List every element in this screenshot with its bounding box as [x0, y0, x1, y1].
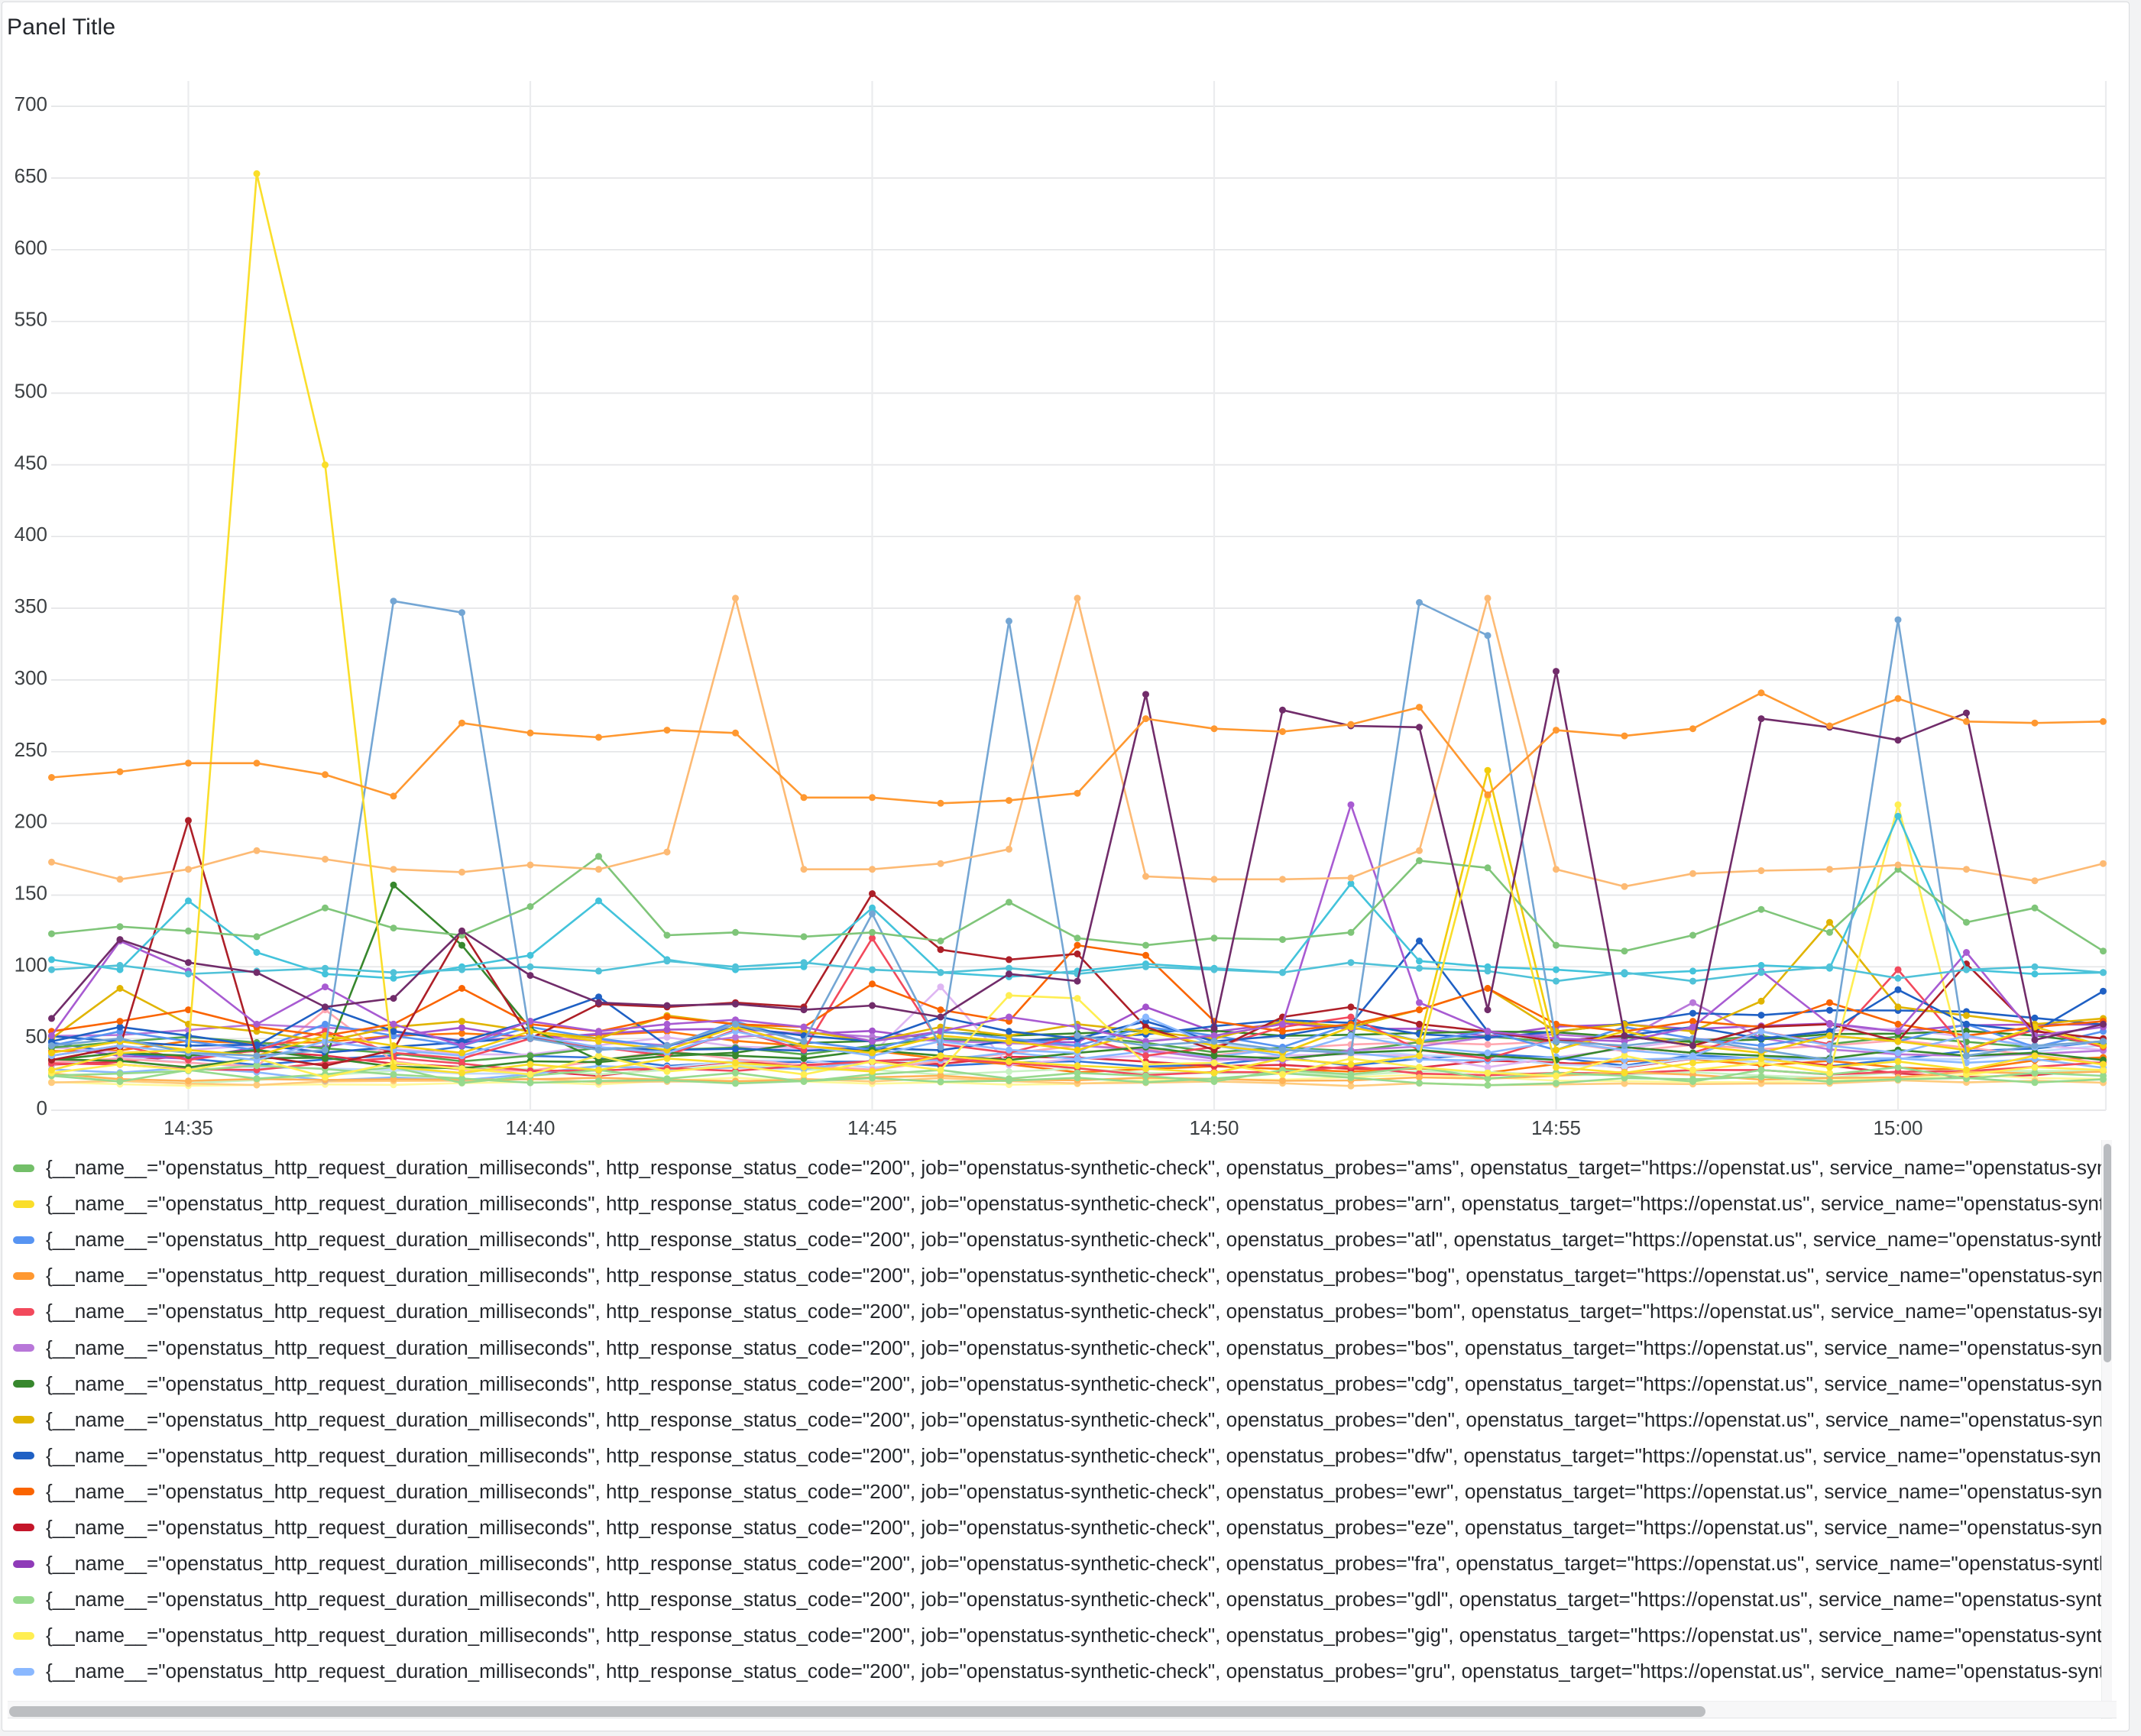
svg-text:14:55: 14:55	[1531, 1116, 1581, 1139]
svg-text:500: 500	[15, 380, 47, 403]
svg-text:250: 250	[15, 738, 47, 761]
svg-text:15:00: 15:00	[1873, 1116, 1922, 1139]
svg-text:450: 450	[15, 451, 47, 474]
svg-text:100: 100	[15, 953, 47, 976]
svg-text:650: 650	[15, 164, 47, 187]
svg-text:14:45: 14:45	[847, 1116, 897, 1139]
svg-text:600: 600	[15, 236, 47, 259]
svg-text:300: 300	[15, 666, 47, 689]
svg-text:14:40: 14:40	[505, 1116, 555, 1139]
svg-text:14:35: 14:35	[164, 1116, 213, 1139]
svg-text:50: 50	[25, 1025, 47, 1048]
svg-text:0: 0	[37, 1096, 47, 1119]
svg-text:700: 700	[15, 92, 47, 115]
svg-text:550: 550	[15, 308, 47, 331]
svg-text:14:50: 14:50	[1189, 1116, 1239, 1139]
svg-text:200: 200	[15, 810, 47, 833]
svg-text:400: 400	[15, 523, 47, 546]
svg-text:150: 150	[15, 882, 47, 905]
svg-text:350: 350	[15, 594, 47, 617]
